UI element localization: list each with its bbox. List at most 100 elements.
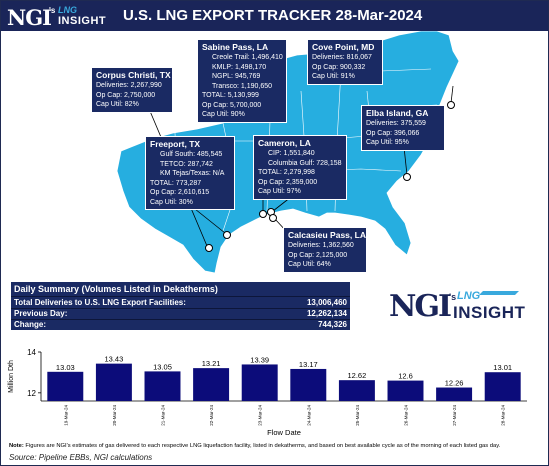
state-border	[380, 68, 432, 72]
ship-icon	[479, 291, 519, 295]
bar	[290, 368, 327, 401]
pipeline-line: Gulf South: 485,545	[160, 151, 223, 158]
us-map: Corpus Christi, TX Deliveries: 2,267,990…	[1, 31, 548, 276]
bar	[484, 372, 521, 401]
bar-value-label: 13.21	[202, 359, 221, 368]
pipeline-line: KM Tejas/Texas: N/A	[160, 170, 225, 177]
x-tick-label: 22-Mar-24	[209, 405, 214, 426]
summary-value: 13,006,460	[306, 298, 347, 307]
facility-name: Calcasieu Pass, LA	[288, 230, 366, 240]
bar	[193, 368, 230, 401]
y-tick-label: 14	[27, 348, 36, 357]
bar-value-label: 13.03	[56, 363, 75, 372]
cove-leader	[450, 85, 454, 104]
note-text: Figures are NGI's estimates of gas deliv…	[23, 443, 501, 449]
facility-line: Op Cap: 900,332	[312, 63, 366, 71]
bar	[95, 363, 132, 401]
x-tick-label: 27-Mar-24	[452, 405, 457, 426]
facility-line: Op Cap: 2,125,000	[288, 251, 348, 259]
header-logo-insight: INSIGHT	[58, 15, 107, 27]
facility-line: Op Cap: 396,066	[366, 129, 420, 137]
pipeline-line: NGPL: 945,769	[212, 73, 261, 80]
pipeline-line: TETCO: 287,742	[160, 160, 213, 168]
x-tick-label: 23-Mar-24	[258, 405, 263, 426]
corpus-christi-marker	[205, 244, 213, 252]
bar-value-label: 12.26	[445, 379, 464, 388]
facility-line: Cap Util: 91%	[312, 73, 355, 80]
bar	[338, 380, 375, 401]
logo-ngi-text: NGI	[389, 289, 452, 324]
logo-insight-text: INSIGHT	[453, 303, 526, 322]
sabine-pass-box: Sabine Pass, LA Creole Trail: 1,496,410 …	[197, 39, 287, 123]
pipeline-line: Transco: 1,190,650	[212, 82, 273, 90]
summary-divider	[11, 319, 350, 320]
facility-name: Elba Island, GA	[366, 108, 429, 118]
header-logo-ngi: NGI	[7, 5, 52, 30]
sabine-pass-marker	[259, 210, 267, 218]
y-axis-title: Million Dth	[8, 360, 15, 393]
logo-lng-text: LNG	[457, 290, 481, 302]
facility-line: Op Cap: 5,700,000	[202, 101, 262, 109]
pipeline-line: Columbia Gulf: 728,158	[268, 159, 342, 167]
elba-island-marker	[403, 173, 411, 181]
bar	[241, 364, 278, 401]
facility-line: Cap Util: 64%	[288, 261, 331, 268]
x-axis-title: Flow Date	[267, 428, 301, 437]
facility-line: TOTAL: 773,287	[150, 179, 202, 187]
x-tick-label: 28-Mar-24	[501, 405, 506, 426]
facility-line: Cap Util: 82%	[96, 101, 139, 108]
facility-line: Deliveries: 816,067	[312, 54, 372, 61]
facility-line: Cap Util: 95%	[366, 139, 409, 146]
freeport-box: Freeport, TX Gulf South: 485,545 TETCO: …	[145, 136, 235, 210]
elba-leader	[403, 146, 408, 176]
cove-point-marker	[447, 101, 455, 109]
y-tick-label: 12	[27, 389, 36, 398]
corpus-christi-box: Corpus Christi, TX Deliveries: 2,267,990…	[91, 67, 173, 113]
facility-line: Cap Util: 90%	[202, 111, 245, 118]
facility-name: Cameron, LA	[258, 138, 311, 148]
bar-value-label: 12.62	[348, 371, 367, 380]
facility-name: Cove Point, MD	[312, 42, 375, 52]
bar	[387, 380, 424, 401]
x-tick-label: 24-Mar-24	[306, 405, 311, 426]
x-tick-label: 20-Mar-24	[112, 405, 117, 426]
freeport-leader	[194, 208, 226, 234]
bar-value-label: 12.6	[398, 372, 413, 381]
footnote: Note: Figures are NGI's estimates of gas…	[9, 443, 544, 450]
x-tick-label: 21-Mar-24	[161, 405, 166, 426]
calcasieu-pass-marker	[269, 214, 277, 222]
summary-label: Change:	[14, 320, 46, 329]
flow-chart: 12 14 Million Dth 13.03 19-Mar-24 13.43 20-Mar…	[1, 344, 548, 440]
header-logo-sup: 's	[49, 6, 56, 15]
summary-divider	[11, 308, 350, 309]
facility-line: Cap Util: 30%	[150, 198, 193, 206]
daily-summary: Daily Summary (Volumes Listed in Dekathe…	[11, 282, 350, 330]
header-logo-lng: LNG	[58, 5, 77, 15]
bar-value-label: 13.39	[250, 355, 269, 364]
summary-label: Total Deliveries to U.S. LNG Export Faci…	[14, 298, 186, 307]
logo-sup-text: 's	[449, 292, 457, 302]
summary-value: 744,326	[318, 320, 347, 329]
bar	[436, 387, 473, 401]
page-title: U.S. LNG EXPORT TRACKER 28-Mar-2024	[123, 7, 423, 24]
facility-line: Op Cap: 2,750,000	[96, 91, 156, 99]
facility-line: Op Cap: 2,610,615	[150, 189, 210, 196]
facility-line: Cap Util: 97%	[258, 188, 301, 195]
facility-line: Deliveries: 2,267,990	[96, 82, 162, 89]
summary-label: Previous Day:	[14, 309, 68, 318]
bar-value-label: 13.17	[299, 360, 318, 369]
summary-heading: Daily Summary (Volumes Listed in Dekathe…	[14, 284, 218, 294]
pipeline-line: CIP: 1,551,840	[268, 150, 315, 157]
summary-value: 12,262,134	[306, 309, 347, 318]
summary-divider	[11, 296, 350, 297]
elba-island-box: Elba Island, GA Deliveries: 375,559 Op C…	[361, 105, 445, 151]
chart-svg: 12 14 Million Dth 13.03 19-Mar-24 13.43 20-Mar…	[8, 348, 527, 437]
calcasieu-pass-box: Calcasieu Pass, LA Deliveries: 1,362,560…	[283, 227, 367, 273]
bar	[47, 371, 84, 401]
bar-value-label: 13.43	[105, 355, 124, 364]
x-tick-label: 25-Mar-24	[355, 405, 360, 426]
facility-line: TOTAL: 5,130,999	[202, 92, 259, 99]
header-bar: NGI 's LNG INSIGHT U.S. LNG EXPORT TRACK…	[1, 1, 548, 31]
facility-line: Op Cap: 2,359,000	[258, 178, 318, 186]
